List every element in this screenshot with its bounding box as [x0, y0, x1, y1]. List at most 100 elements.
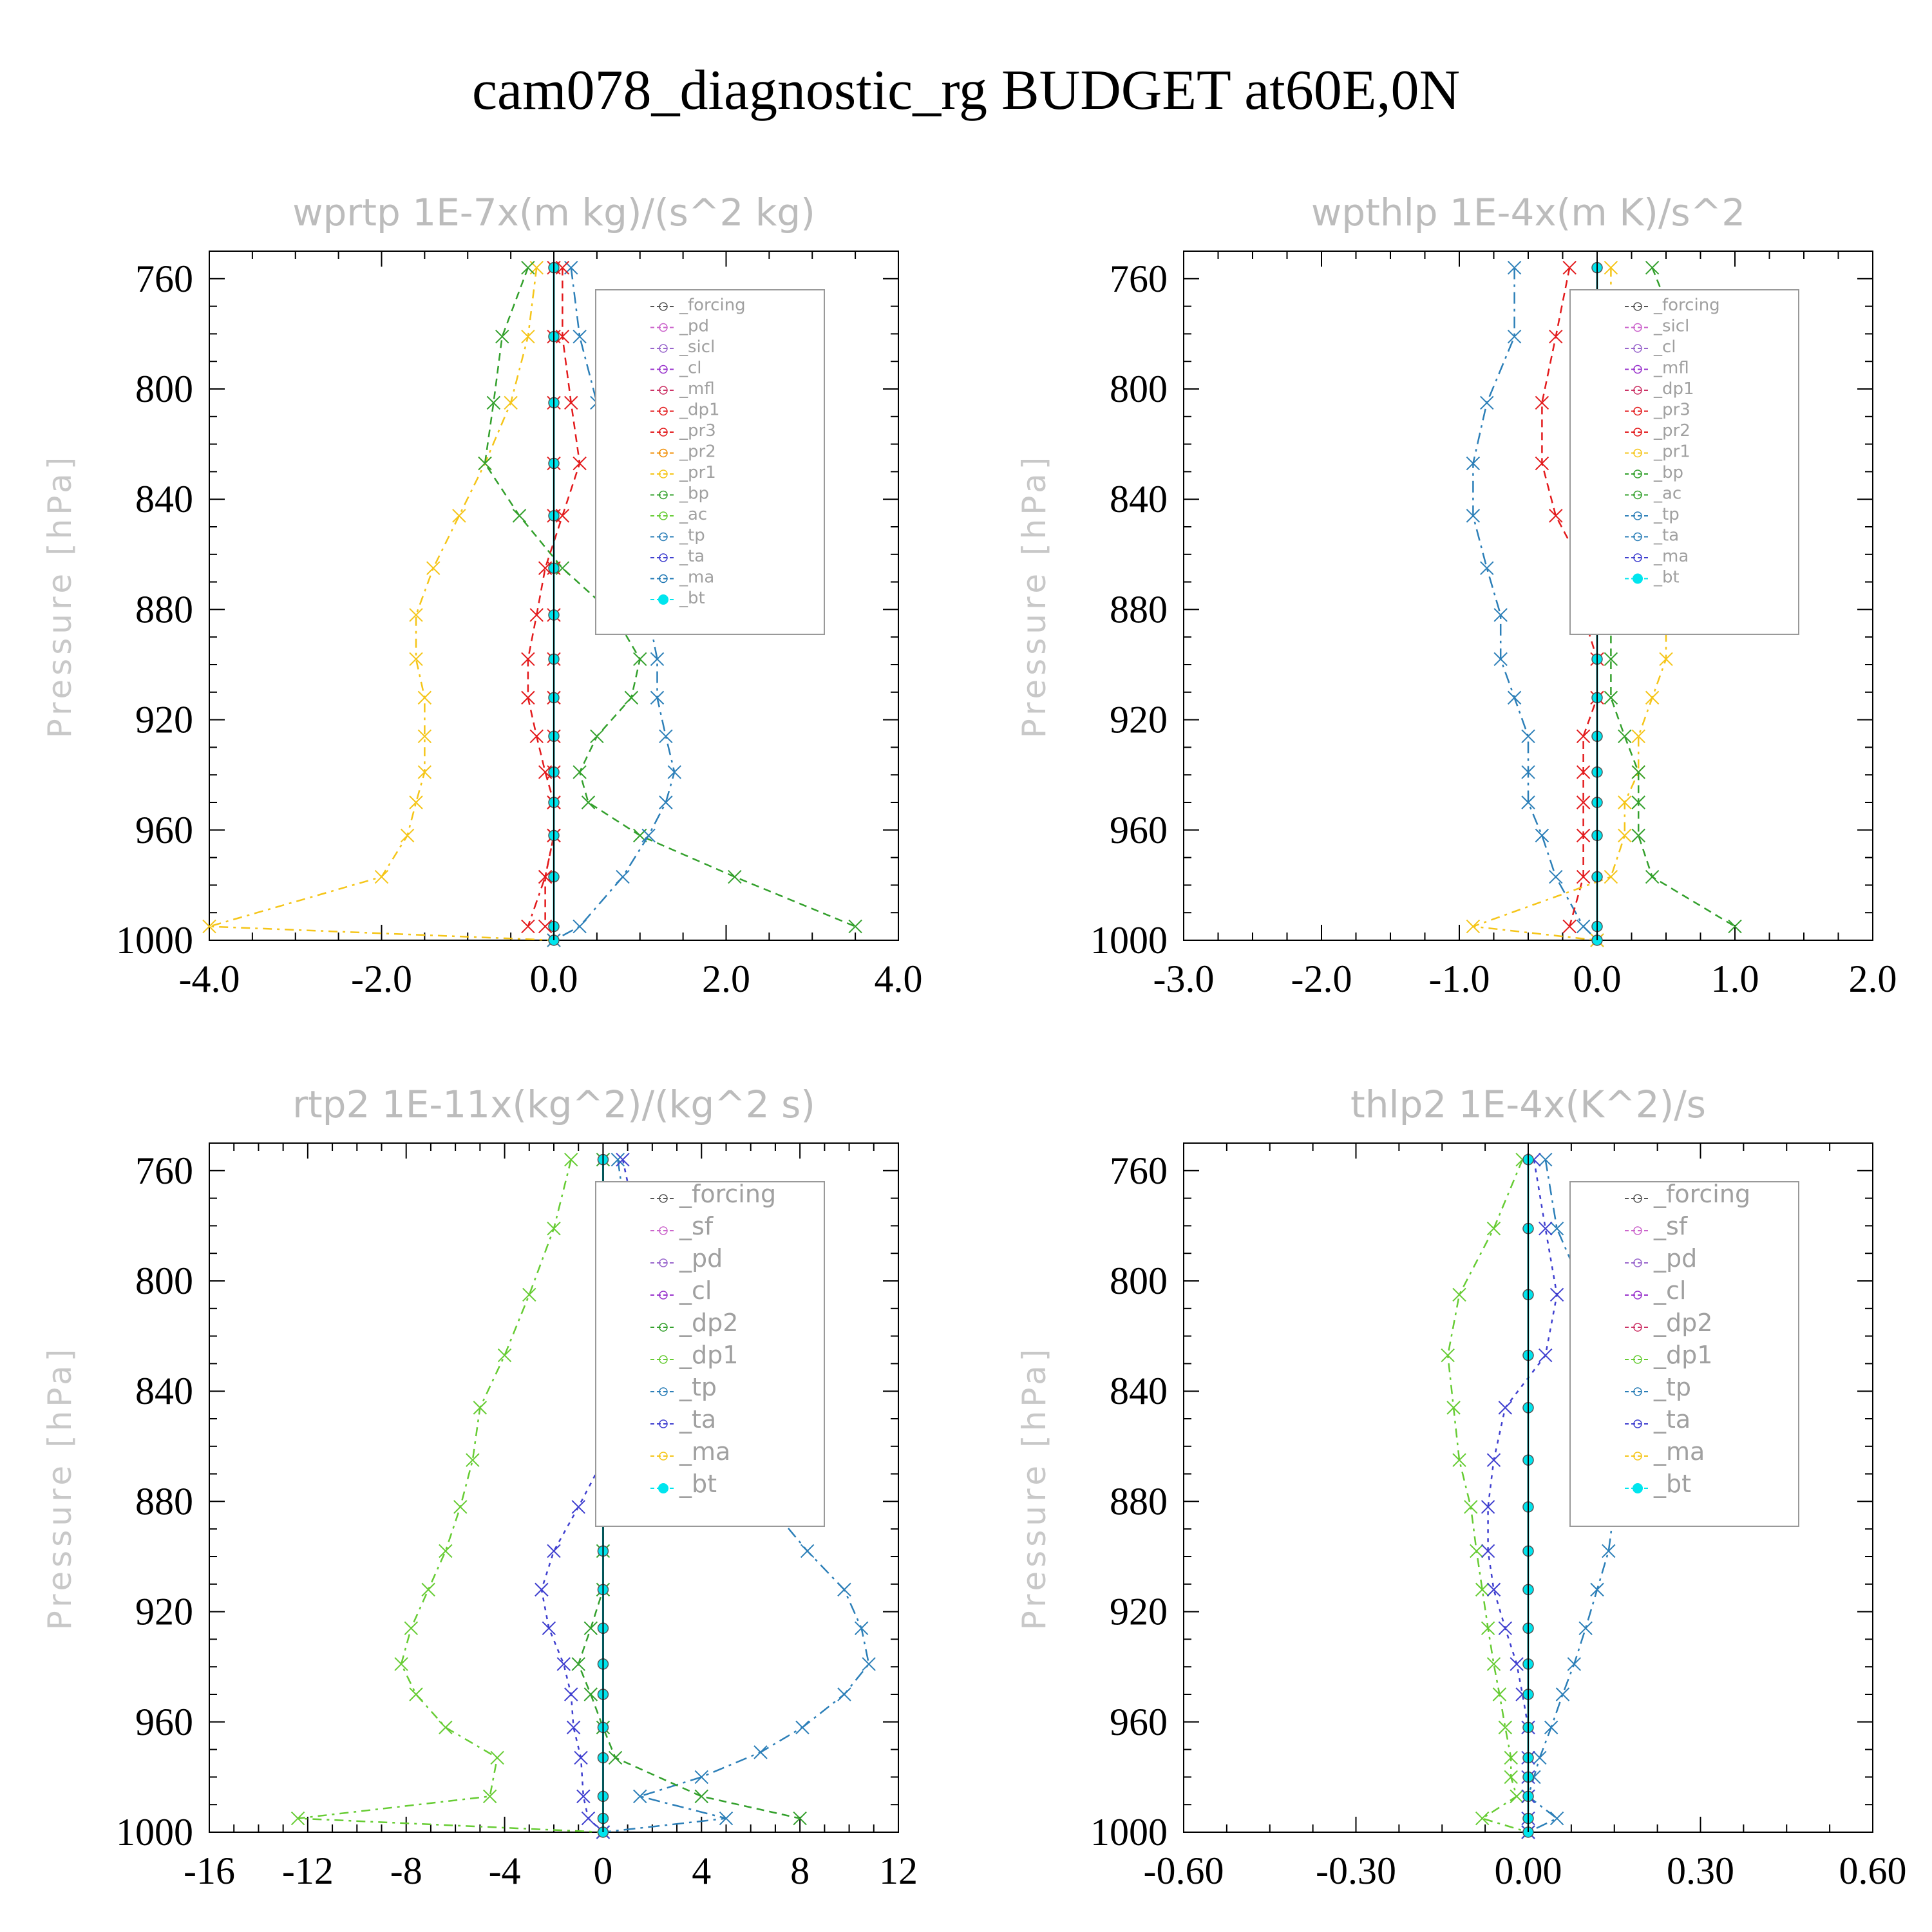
data-point: [1645, 690, 1660, 705]
x-tick-label: 2.0: [702, 958, 750, 1000]
series-line: [1472, 267, 1667, 942]
legend-marker: [659, 1226, 668, 1235]
legend-label: _bt: [679, 1470, 717, 1498]
data-point: [497, 1348, 512, 1363]
y-tick-label: 800: [1110, 1260, 1168, 1302]
series-pr1: [202, 260, 561, 947]
data-point: [452, 509, 466, 523]
data-point: [590, 729, 604, 743]
data-point: [862, 1657, 876, 1671]
data-point: [417, 729, 432, 743]
data-point: [1631, 765, 1645, 779]
data-point: [659, 729, 673, 743]
legend-label: _cl: [1653, 337, 1676, 357]
x-tick-label: -2.0: [1291, 958, 1352, 1000]
data-point: [1576, 828, 1591, 843]
y-tick-label: 920: [135, 699, 193, 741]
legend-label: _dp1: [679, 1341, 738, 1369]
legend-label: _sicl: [679, 337, 715, 357]
legend-box: [1569, 289, 1799, 635]
data-point: [1441, 1348, 1455, 1363]
data-point: [1618, 828, 1632, 843]
legend-marker: [1633, 406, 1642, 416]
y-tick-label: 800: [135, 1260, 193, 1302]
y-tick-label: 760: [1110, 258, 1168, 300]
legend-label: _pr3: [679, 421, 716, 440]
data-point: [538, 919, 553, 934]
data-point: [1578, 1621, 1593, 1635]
legend-label: _pr3: [1653, 401, 1690, 420]
x-tick-label: -1.0: [1429, 958, 1490, 1000]
legend-label: _cl: [679, 359, 702, 378]
data-point: [521, 690, 535, 705]
data-point: [202, 919, 216, 934]
x-tick-label: 0.0: [530, 958, 578, 1000]
y-tick-label: 1000: [116, 1811, 193, 1853]
data-point: [694, 1789, 708, 1804]
data-point: [1507, 329, 1522, 344]
series-bp: [478, 260, 862, 934]
y-axis-label: Pressure [hPa]: [1016, 1345, 1053, 1631]
data-point: [1631, 828, 1645, 843]
y-tick-label: 840: [135, 1370, 193, 1412]
data-point: [650, 652, 665, 667]
legend-label: _pr1: [679, 463, 716, 482]
legend-label: _tp: [679, 526, 705, 545]
x-tick-label: -0.30: [1316, 1850, 1396, 1892]
legend-label: _ta: [679, 1405, 716, 1434]
y-tick-label: 840: [1110, 1370, 1168, 1412]
legend-label: _mfl: [679, 379, 715, 399]
data-point: [1576, 919, 1591, 934]
data-point: [490, 1750, 504, 1765]
data-point: [512, 509, 527, 523]
data-point: [1480, 395, 1494, 410]
data-point: [837, 1687, 851, 1701]
data-point: [290, 1811, 305, 1826]
data-point: [1452, 1287, 1466, 1302]
y-axis-label: Pressure [hPa]: [41, 453, 79, 739]
legend-label: _pr2: [1653, 421, 1690, 440]
data-point: [1604, 869, 1618, 884]
legend-box: [595, 289, 825, 635]
y-tick-label: 760: [135, 1150, 193, 1192]
legend-marker: [1633, 1452, 1642, 1461]
series-line: [209, 267, 554, 942]
legend-marker: [1633, 1483, 1643, 1493]
legend-label: _ma: [1653, 547, 1689, 566]
data-point: [795, 1720, 810, 1735]
data-point: [473, 1401, 488, 1415]
legend-marker: [659, 344, 668, 353]
data-point: [1492, 1687, 1507, 1701]
legend-label: _forcing: [1653, 1180, 1750, 1208]
legend-label: _pr2: [679, 442, 716, 462]
data-point: [616, 1152, 630, 1167]
data-point: [439, 1720, 453, 1735]
data-point: [1645, 869, 1660, 884]
data-point: [650, 690, 665, 705]
data-point: [581, 1811, 596, 1826]
legend-marker: [1633, 1355, 1642, 1364]
panel-rtp2: rtp2 1E-11x(kg^2)/(kg^2 s) Pressure [hPa]…: [41, 1083, 918, 1892]
legend-marker: [1633, 490, 1642, 500]
legend-label: _bp: [679, 484, 709, 504]
data-point: [1466, 509, 1481, 523]
legend-marker: [659, 1355, 668, 1364]
legend-marker: [659, 490, 668, 500]
data-point: [1576, 795, 1591, 810]
legend-marker: [1633, 1194, 1642, 1203]
data-point: [542, 1621, 556, 1635]
figure-title: cam078_diagnostic_rg BUDGET at60E,0N: [471, 59, 1461, 122]
data-point: [573, 765, 587, 779]
data-point: [439, 1544, 453, 1558]
data-point: [1631, 795, 1645, 810]
legend-label: _mfl: [1653, 359, 1689, 378]
y-tick-label: 1000: [116, 919, 193, 961]
data-point: [1618, 795, 1632, 810]
y-tick-label: 920: [135, 1591, 193, 1633]
series-ta: [1481, 1152, 1564, 1839]
data-point: [1470, 1544, 1484, 1558]
data-point: [574, 1750, 588, 1765]
data-point: [624, 690, 639, 705]
series-dp1: [290, 1152, 611, 1839]
data-point: [1498, 1720, 1513, 1735]
